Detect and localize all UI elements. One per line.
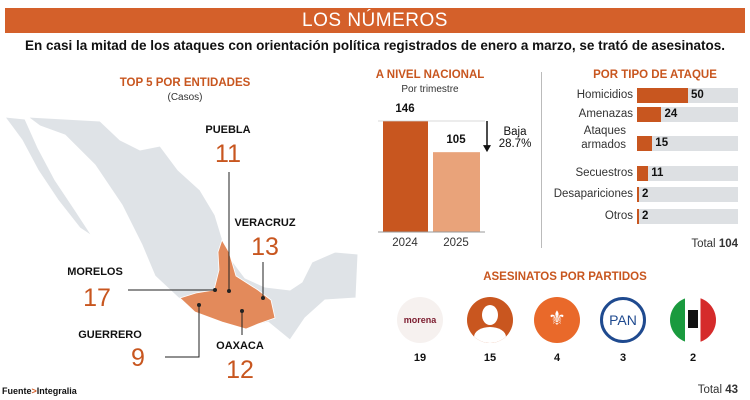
national-title: A NIVEL NACIONAL (375, 69, 485, 81)
party-count: 2 (689, 352, 697, 364)
x-tick-label: 2025 (443, 237, 469, 249)
bar-otros (637, 209, 640, 224)
puebla-dot (227, 289, 231, 293)
source-value: Integralia (36, 386, 77, 396)
morelos-dot (213, 288, 217, 292)
parties-total: Total 43 (640, 384, 738, 396)
state-label: GUERRERO (78, 329, 142, 341)
map-title: TOP 5 POR ENTIDADES (119, 77, 251, 89)
category-label: Desapariciones (553, 188, 633, 200)
data-label: 15 (655, 137, 669, 149)
map-baja (3, 116, 93, 237)
category-label: Ataques armados (581, 125, 626, 151)
category-label: Homicidios (576, 89, 633, 101)
party-count: 3 (619, 352, 627, 364)
bar-2025 (433, 152, 480, 232)
change-annotation: Baja 28.7% (490, 126, 540, 150)
header-title: LOS NÚMEROS (5, 8, 745, 33)
guerrero-dot (197, 303, 201, 307)
bar-ataques-armados (637, 136, 653, 151)
subtitle: En casi la mitad de los ataques con orie… (25, 38, 725, 53)
party-count: 19 (413, 352, 427, 364)
oaxaca-dot (240, 309, 244, 313)
bar-homicidios (637, 88, 688, 103)
data-label: 105 (446, 134, 466, 147)
state-label: VERACRUZ (234, 217, 296, 229)
mexico-map (3, 116, 359, 358)
source: Fuente>Integralia (2, 386, 77, 396)
person-icon (467, 297, 513, 343)
data-label: 2 (642, 210, 649, 222)
bar-amenazas (637, 107, 662, 122)
state-value: 9 (131, 344, 145, 372)
type-total: Total 104 (640, 238, 738, 250)
state-value: 13 (251, 233, 279, 261)
map-highlighted-states (179, 239, 276, 330)
morena-logo: morena (397, 297, 443, 343)
source-separator: > (31, 386, 37, 396)
pan-logo: PAN (600, 297, 646, 343)
total-label: Total (697, 384, 722, 396)
category-label: Secuestros (575, 167, 633, 179)
national-subtitle: Por trimestre (401, 84, 459, 95)
data-label: 2 (642, 188, 649, 200)
change-label: Baja (503, 126, 527, 138)
state-value: 17 (83, 284, 111, 312)
bar-track (637, 166, 738, 181)
parties-title: ASESINATOS POR PARTIDOS (483, 271, 647, 283)
bar-track (637, 107, 738, 122)
map-subtitle: (Casos) (167, 92, 203, 103)
change-value: 28.7% (498, 138, 532, 150)
bar-desapariciones (637, 187, 640, 202)
type-title: POR TIPO DE ATAQUE (593, 69, 717, 81)
state-value: 11 (215, 140, 241, 168)
data-label: 146 (395, 103, 415, 115)
arrow-head (483, 145, 491, 153)
party-count: 15 (483, 352, 497, 364)
party-count: 4 (553, 352, 561, 364)
pri-logo (670, 297, 716, 343)
prd-logo: ⚜ (534, 297, 580, 343)
category-label: Amenazas (578, 108, 633, 120)
bar-secuestros (637, 166, 649, 181)
data-label: 11 (651, 167, 664, 179)
total-value: 43 (725, 384, 738, 396)
x-tick-label: 2024 (392, 237, 418, 249)
bar-track (637, 136, 738, 151)
category-label: Otros (604, 210, 633, 222)
map-mainland (26, 116, 359, 341)
bar-track (637, 187, 738, 202)
source-label: Fuente (2, 386, 32, 396)
state-value: 12 (226, 356, 254, 384)
bar-2024 (383, 121, 428, 232)
data-label: 24 (664, 108, 678, 120)
veracruz-dot (261, 296, 265, 300)
bar-track (637, 209, 738, 224)
state-label: MORELOS (67, 266, 123, 278)
total-value: 104 (718, 238, 738, 250)
divider (541, 72, 542, 248)
state-label: OAXACA (216, 340, 264, 352)
state-label: PUEBLA (205, 124, 251, 136)
data-label: 50 (691, 89, 704, 101)
total-label: Total (691, 238, 716, 250)
